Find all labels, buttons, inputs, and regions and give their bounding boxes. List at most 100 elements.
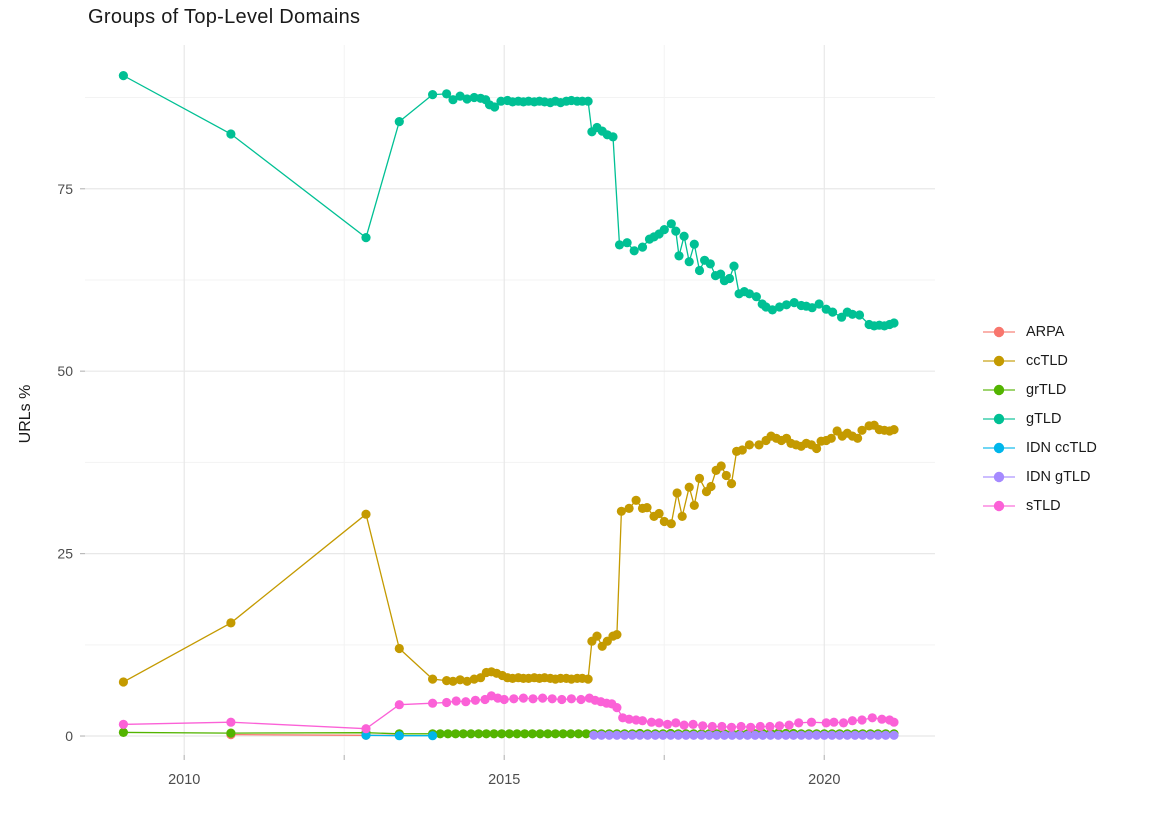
data-point	[721, 470, 731, 481]
data-point	[853, 433, 863, 443]
legend-item-idn-gtld: IDN gTLD	[981, 467, 1097, 487]
data-point	[672, 488, 682, 498]
data-point	[724, 273, 735, 284]
data-point	[735, 730, 745, 740]
legend-item-arpa: ARPA	[981, 322, 1097, 342]
legend-item-grtld: grTLD	[981, 380, 1097, 400]
legend-key-icon	[983, 500, 1015, 512]
data-point	[750, 730, 760, 740]
data-point	[528, 694, 538, 704]
data-point	[458, 729, 468, 739]
data-point	[806, 717, 817, 727]
data-point	[812, 443, 822, 454]
data-point	[543, 729, 553, 739]
data-point	[696, 730, 707, 740]
data-point	[448, 95, 458, 105]
data-point	[646, 717, 657, 727]
data-point	[819, 730, 829, 740]
legend-label: ARPA	[1026, 324, 1065, 340]
data-point	[847, 716, 858, 726]
data-point	[673, 730, 683, 740]
data-point	[558, 729, 568, 739]
data-point	[794, 718, 804, 728]
data-point	[889, 730, 899, 740]
legend-item-stld: sTLD	[981, 496, 1097, 516]
data-point	[694, 473, 705, 483]
data-point	[604, 730, 614, 740]
data-point	[118, 71, 128, 81]
data-point	[679, 720, 689, 730]
data-point	[428, 674, 438, 684]
data-point	[789, 298, 799, 308]
data-point	[857, 425, 867, 435]
data-point	[765, 730, 776, 740]
data-point	[781, 730, 791, 740]
data-point	[538, 693, 548, 703]
data-point	[520, 729, 530, 739]
data-point	[666, 219, 676, 229]
data-point	[688, 719, 698, 730]
data-point	[627, 730, 637, 740]
legend-label: sTLD	[1026, 498, 1061, 514]
data-point	[474, 729, 484, 739]
data-point	[807, 303, 817, 313]
data-point	[814, 299, 824, 309]
data-point	[650, 730, 660, 740]
data-point	[889, 425, 899, 435]
data-point	[448, 676, 458, 686]
data-point	[736, 721, 746, 732]
data-point	[394, 731, 404, 741]
legend-label: gTLD	[1026, 411, 1062, 427]
data-point	[658, 730, 668, 740]
data-point	[637, 716, 648, 726]
data-point	[470, 695, 480, 705]
legend-item-gtld: gTLD	[981, 409, 1097, 429]
data-point	[694, 265, 705, 276]
data-point	[873, 730, 883, 740]
series-idn-gtld	[589, 730, 899, 740]
y-tick-label: 75	[57, 181, 73, 197]
data-point	[451, 696, 461, 706]
data-point	[557, 694, 567, 705]
data-point	[707, 721, 717, 732]
data-point	[889, 318, 899, 328]
data-point	[744, 289, 755, 299]
data-point	[666, 519, 676, 529]
data-point	[550, 729, 561, 739]
data-point	[547, 694, 557, 704]
legend-label: ccTLD	[1026, 353, 1068, 369]
data-point	[838, 718, 849, 728]
data-point	[612, 630, 622, 640]
data-point	[671, 226, 681, 236]
legend-key-icon	[983, 326, 1015, 338]
series-idn-cctld	[361, 730, 438, 741]
data-point	[773, 730, 783, 740]
data-point	[566, 729, 576, 739]
data-point	[629, 246, 639, 256]
data-point	[118, 719, 128, 730]
data-point	[796, 730, 806, 740]
data-point	[826, 433, 836, 443]
data-point	[462, 94, 472, 104]
chart-title: Groups of Top-Level Domains	[88, 6, 361, 28]
data-point	[443, 729, 453, 739]
data-point	[635, 730, 645, 740]
data-point	[612, 703, 622, 713]
data-point	[716, 461, 726, 471]
x-tick-label: 2010	[168, 772, 200, 788]
data-point	[850, 730, 860, 740]
data-point	[497, 729, 507, 739]
data-point	[726, 722, 737, 732]
y-tick-label: 0	[65, 728, 73, 744]
data-point	[637, 242, 648, 252]
data-point	[442, 697, 452, 708]
legend-label: IDN ccTLD	[1026, 440, 1097, 456]
data-point	[435, 729, 445, 739]
data-point	[527, 729, 538, 739]
data-point	[765, 721, 775, 732]
data-point	[684, 482, 694, 492]
data-point	[573, 729, 584, 739]
data-point	[583, 96, 593, 106]
